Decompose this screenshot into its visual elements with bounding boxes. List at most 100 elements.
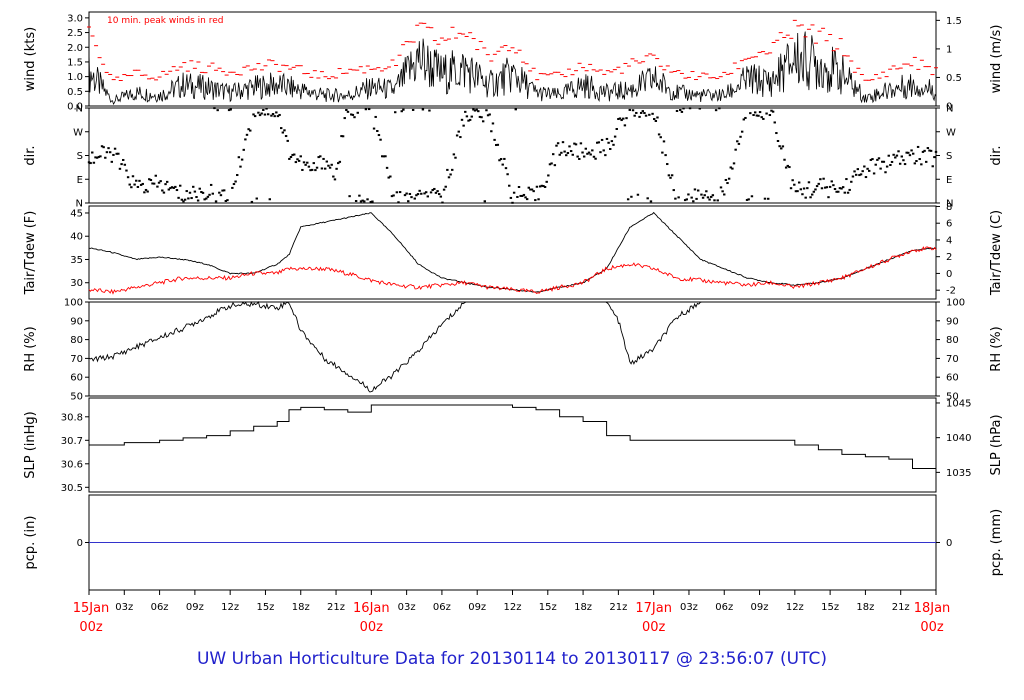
direction-point bbox=[561, 141, 565, 144]
direction-point bbox=[200, 191, 203, 194]
direction-point bbox=[449, 173, 452, 176]
direction-point bbox=[444, 185, 447, 188]
direction-point bbox=[636, 193, 640, 196]
direction-point bbox=[679, 109, 682, 112]
direction-point bbox=[807, 181, 811, 184]
direction-point bbox=[408, 192, 412, 195]
direction-point bbox=[130, 186, 133, 189]
y-tick-label-left: 60 bbox=[70, 373, 83, 384]
direction-point bbox=[477, 110, 480, 113]
direction-point bbox=[343, 117, 346, 120]
direction-point bbox=[249, 129, 252, 132]
direction-point bbox=[232, 183, 236, 186]
y-tick-label-right: 100 bbox=[946, 298, 965, 309]
y-tick-label-left: 30.7 bbox=[61, 436, 83, 447]
direction-point bbox=[620, 119, 623, 122]
direction-point bbox=[638, 115, 641, 118]
direction-point bbox=[723, 193, 726, 196]
direction-point bbox=[335, 167, 338, 170]
y-tick-label-right: 90 bbox=[946, 316, 959, 327]
direction-point bbox=[617, 118, 620, 121]
direction-point bbox=[394, 111, 397, 114]
direction-point bbox=[240, 158, 244, 161]
y-tick-label-right: 4 bbox=[946, 235, 952, 246]
direction-point bbox=[169, 187, 172, 190]
panel-precipitation: 0 0 pcp. (in) pcp. (mm) bbox=[23, 494, 1004, 591]
y-tick-label-left: 70 bbox=[70, 354, 83, 365]
y-tick-label-right: N bbox=[946, 104, 953, 115]
direction-point bbox=[441, 201, 444, 204]
y-axis-title-left: RH (%) bbox=[23, 326, 38, 371]
direction-point bbox=[569, 150, 573, 153]
direction-point bbox=[641, 110, 645, 113]
direction-point bbox=[597, 141, 601, 144]
day-hour-label: 00z bbox=[642, 620, 666, 635]
x-tick-label: 18z bbox=[574, 602, 592, 613]
direction-point bbox=[306, 161, 309, 164]
x-tick-label: 06z bbox=[433, 602, 451, 613]
direction-point bbox=[856, 168, 860, 171]
direction-point bbox=[172, 186, 175, 189]
direction-point bbox=[587, 151, 591, 154]
direction-point bbox=[846, 191, 850, 194]
direction-point bbox=[776, 139, 780, 142]
direction-point bbox=[319, 155, 322, 158]
direction-point bbox=[708, 198, 711, 201]
direction-point bbox=[429, 191, 433, 194]
x-tick-label: 15z bbox=[539, 602, 557, 613]
direction-point bbox=[524, 196, 527, 199]
direction-point bbox=[353, 116, 356, 119]
direction-point bbox=[410, 196, 413, 199]
y-tick-label-right: 0.5 bbox=[946, 73, 962, 84]
direction-point bbox=[203, 198, 206, 201]
direction-point bbox=[801, 193, 804, 196]
direction-point bbox=[719, 186, 723, 189]
chart-panels: 0.0 0.5 1.0 1.5 2.0 2.5 3.0 0 0.5 1 1.5 wind (kts) w… bbox=[23, 11, 1004, 591]
direction-point bbox=[799, 188, 803, 191]
direction-point bbox=[648, 113, 651, 116]
direction-point bbox=[522, 193, 526, 196]
direction-point bbox=[651, 112, 654, 115]
direction-point bbox=[332, 175, 335, 178]
direction-point bbox=[667, 174, 671, 177]
day-label: 17Jan bbox=[635, 601, 672, 616]
y-tick-label-right: S bbox=[946, 151, 952, 162]
direction-point bbox=[262, 108, 265, 111]
x-tick-label: 12z bbox=[221, 602, 239, 613]
direction-point bbox=[716, 199, 719, 202]
series-line-wind bbox=[88, 31, 937, 106]
y-tick-label-left: 2.0 bbox=[67, 43, 83, 54]
direction-point bbox=[908, 154, 912, 157]
direction-point bbox=[596, 141, 599, 144]
direction-point bbox=[159, 180, 162, 183]
y-tick-label-left: 3.0 bbox=[67, 13, 83, 24]
direction-point bbox=[100, 145, 104, 148]
direction-point bbox=[623, 124, 627, 127]
direction-point bbox=[675, 109, 679, 112]
direction-point bbox=[747, 198, 750, 201]
direction-point bbox=[454, 156, 457, 159]
direction-point bbox=[815, 185, 819, 188]
direction-point bbox=[749, 112, 752, 115]
direction-point bbox=[752, 114, 755, 117]
y-tick-label-right: 0 bbox=[946, 102, 952, 113]
direction-point bbox=[512, 191, 516, 194]
series-line-tair bbox=[88, 211, 937, 293]
direction-point bbox=[607, 141, 610, 144]
direction-point bbox=[571, 153, 574, 156]
direction-point bbox=[483, 200, 487, 203]
direction-point bbox=[543, 185, 547, 188]
y-tick-label-left: W bbox=[73, 127, 83, 138]
y-tick-label-left: 30.5 bbox=[61, 483, 83, 494]
direction-point bbox=[657, 133, 661, 136]
direction-point bbox=[270, 114, 273, 117]
direction-point bbox=[540, 184, 544, 187]
y-tick-label-right: 50 bbox=[946, 392, 959, 403]
direction-point bbox=[387, 176, 390, 179]
direction-point bbox=[348, 195, 351, 198]
direction-point bbox=[851, 175, 855, 178]
direction-point bbox=[297, 159, 301, 162]
direction-point bbox=[371, 200, 374, 203]
y-tick-label-right: 6 bbox=[946, 219, 952, 230]
direction-point bbox=[669, 176, 672, 179]
